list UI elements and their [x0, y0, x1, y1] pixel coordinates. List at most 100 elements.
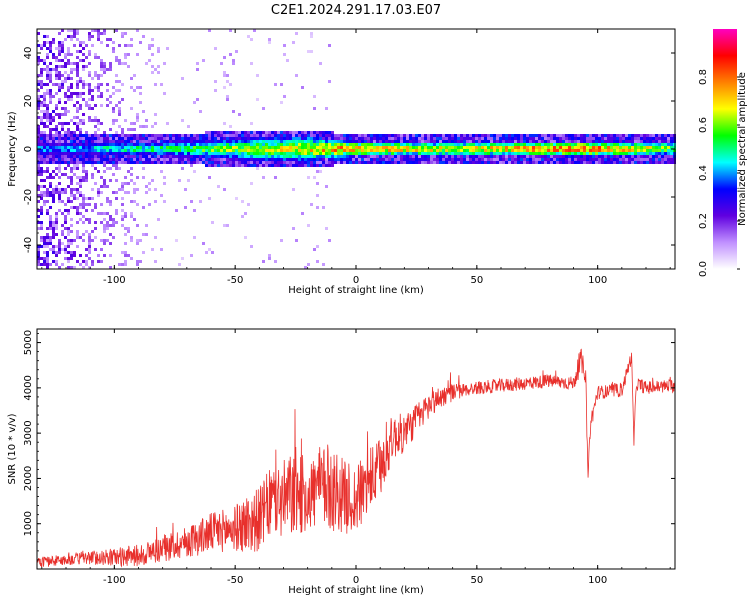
- spectrogram-cell: [307, 263, 310, 266]
- spectrogram-cell: [421, 140, 424, 143]
- spectrogram-cell: [103, 230, 106, 233]
- spectrogram-cell: [646, 134, 649, 137]
- spectrogram-cell: [619, 152, 622, 155]
- spectrogram-cell: [91, 77, 94, 80]
- spectrogram-cell: [205, 146, 208, 149]
- spectrogram-cell: [580, 149, 583, 152]
- spectrogram-cell: [415, 149, 418, 152]
- spectrogram-cell: [490, 155, 493, 158]
- spectrogram-cell: [91, 230, 94, 233]
- spectrogram-cell: [331, 134, 334, 137]
- spectrogram-cell: [46, 110, 49, 113]
- spectrogram-cell: [418, 140, 421, 143]
- spectrogram-cell: [112, 158, 115, 161]
- spectrogram-cell: [136, 242, 139, 245]
- spectrogram-cell: [103, 29, 106, 32]
- spectrogram-cell: [310, 137, 313, 140]
- spectrogram-cell: [538, 155, 541, 158]
- spectrogram-cell: [136, 137, 139, 140]
- spectrogram-cell: [118, 263, 121, 266]
- spectrogram-cell: [232, 137, 235, 140]
- spectrogram-cell: [94, 125, 97, 128]
- spectrogram-cell: [589, 161, 592, 164]
- spectrogram-cell: [316, 164, 319, 167]
- spectrogram-cell: [544, 152, 547, 155]
- spectrogram-cell: [670, 155, 673, 158]
- spectrogram-cell: [394, 161, 397, 164]
- spectrogram-cell: [76, 236, 79, 239]
- spectrogram-cell: [46, 56, 49, 59]
- spectrogram-cell: [427, 134, 430, 137]
- spectrogram-cell: [262, 107, 265, 110]
- spectrogram-cell: [112, 221, 115, 224]
- spectrogram-cell: [127, 161, 130, 164]
- spectrogram-cell: [106, 44, 109, 47]
- spectrogram-cell: [463, 152, 466, 155]
- spectrogram-cell: [409, 146, 412, 149]
- spectrogram-cell: [70, 131, 73, 134]
- spectrogram-cell: [70, 266, 73, 269]
- spectrogram-cell: [667, 161, 670, 164]
- spectrogram-cell: [211, 158, 214, 161]
- spectrogram-cell: [178, 152, 181, 155]
- spectrogram-cell: [91, 209, 94, 212]
- spectrogram-cell: [133, 158, 136, 161]
- spectrogram-cell: [328, 164, 331, 167]
- spectrogram-cell: [88, 149, 91, 152]
- spectrogram-cell: [106, 68, 109, 71]
- spectrogram-cell: [268, 140, 271, 143]
- spectrogram-cell: [523, 155, 526, 158]
- spectrogram-cell: [226, 80, 229, 83]
- spectrogram-cell: [124, 119, 127, 122]
- spectrogram-cell: [106, 161, 109, 164]
- spectrogram-cell: [100, 149, 103, 152]
- spectrogram-cell: [610, 158, 613, 161]
- spectrogram-cell: [517, 143, 520, 146]
- spectrogram-cell: [439, 155, 442, 158]
- spectrogram-cell: [307, 224, 310, 227]
- spectrogram-cell: [73, 143, 76, 146]
- spectrogram-cell: [91, 173, 94, 176]
- spectrogram-cell: [58, 77, 61, 80]
- spectrogram-cell: [367, 158, 370, 161]
- spectrogram-cell: [571, 137, 574, 140]
- spectrogram-cell: [124, 158, 127, 161]
- spectrogram-cell: [184, 134, 187, 137]
- spectrogram-cell: [70, 140, 73, 143]
- spectrogram-cell: [613, 140, 616, 143]
- spectrogram-y-tick-label: 0: [23, 146, 34, 152]
- spectrogram-cell: [655, 143, 658, 146]
- spectrogram-cell: [394, 149, 397, 152]
- spectrogram-cell: [199, 143, 202, 146]
- spectrogram-cell: [94, 104, 97, 107]
- spectrogram-cell: [667, 134, 670, 137]
- spectrogram-cell: [115, 158, 118, 161]
- spectrogram-cell: [181, 143, 184, 146]
- spectrogram-cell: [187, 179, 190, 182]
- spectrogram-cell: [346, 146, 349, 149]
- spectrogram-cell: [124, 260, 127, 263]
- spectrogram-cell: [199, 110, 202, 113]
- spectrogram-cell: [223, 146, 226, 149]
- spectrogram-cell: [64, 71, 67, 74]
- spectrogram-cell: [172, 134, 175, 137]
- spectrogram-cell: [124, 212, 127, 215]
- spectrogram-cell: [76, 86, 79, 89]
- spectrogram-cell: [205, 251, 208, 254]
- spectrogram-cell: [625, 152, 628, 155]
- spectrogram-cell: [43, 125, 46, 128]
- spectrogram-cell: [55, 71, 58, 74]
- spectrogram-cell: [160, 146, 163, 149]
- spectrogram-cell: [94, 119, 97, 122]
- spectrogram-cell: [523, 134, 526, 137]
- spectrogram-cell: [109, 215, 112, 218]
- spectrogram-cell: [142, 140, 145, 143]
- spectrogram-cell: [460, 143, 463, 146]
- spectrogram-cell: [292, 137, 295, 140]
- spectrogram-cell: [430, 140, 433, 143]
- spectrogram-cell: [367, 143, 370, 146]
- spectrogram-cell: [496, 134, 499, 137]
- spectrogram-cell: [52, 200, 55, 203]
- spectrogram-cell: [232, 152, 235, 155]
- spectrogram-cell: [247, 203, 250, 206]
